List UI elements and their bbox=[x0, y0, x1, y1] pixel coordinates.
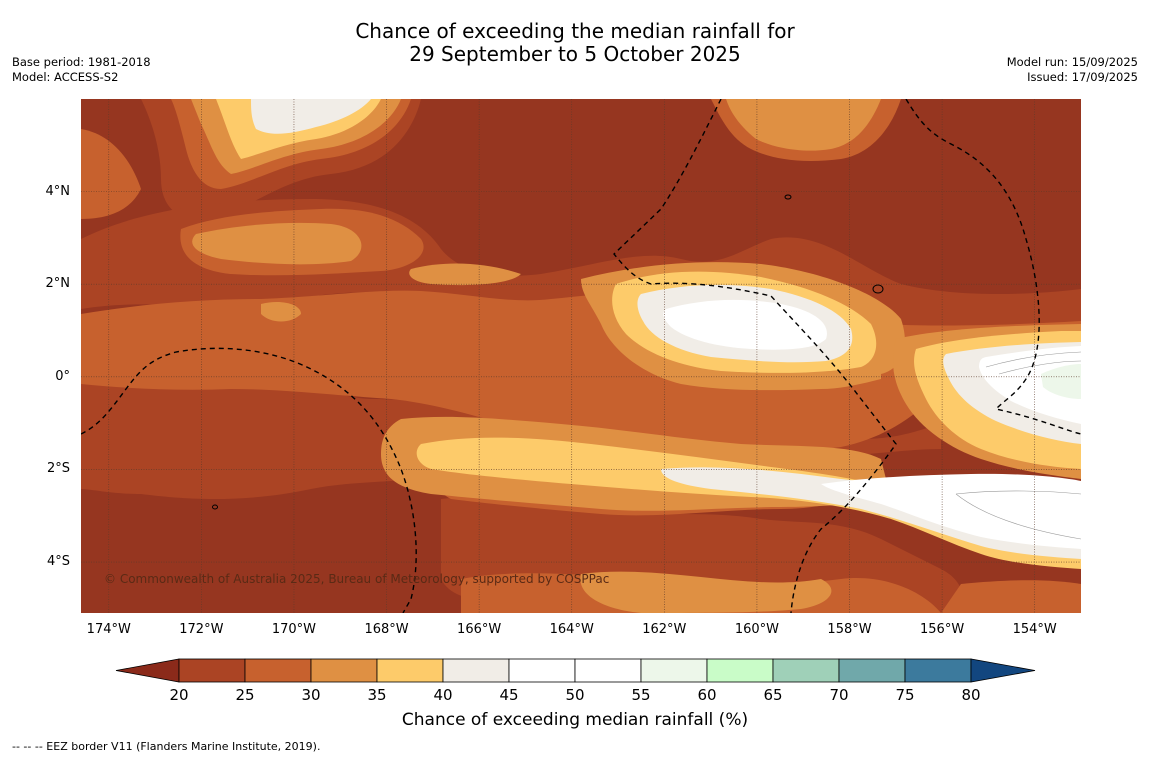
island-outlines bbox=[212, 194, 884, 510]
colorbar-swatch bbox=[310, 658, 378, 683]
model-text: Model: ACCESS-S2 bbox=[12, 70, 119, 84]
longitude-label: 154°W bbox=[1012, 622, 1057, 637]
longitude-label: 160°W bbox=[734, 622, 779, 637]
title-line-1: Chance of exceeding the median rainfall … bbox=[355, 19, 795, 43]
model-run-text: Model run: 15/09/2025 bbox=[1006, 55, 1138, 69]
base-period-text: Base period: 1981-2018 bbox=[12, 55, 151, 69]
longitude-label: 174°W bbox=[86, 622, 131, 637]
contour-lines bbox=[955, 351, 1081, 540]
colorbar-swatch bbox=[178, 658, 246, 683]
colorbar-tick-label: 60 bbox=[697, 686, 716, 704]
colorbar-tick-label: 35 bbox=[367, 686, 386, 704]
latitude-label: 0° bbox=[55, 368, 70, 384]
colorbar-swatch bbox=[706, 658, 774, 683]
longitude-label: 166°W bbox=[457, 622, 502, 637]
colorbar-tick-label: 70 bbox=[829, 686, 848, 704]
colorbar-tick-label: 45 bbox=[499, 686, 518, 704]
band-55-60 bbox=[1041, 364, 1081, 399]
meta-right: Model run: 15/09/2025 Issued: 17/09/2025 bbox=[1007, 55, 1138, 85]
latitude-label: 2°S bbox=[46, 461, 70, 477]
longitude-label: 168°W bbox=[364, 622, 409, 637]
colorbar-swatch bbox=[442, 658, 510, 683]
colorbar-tick-label: 20 bbox=[169, 686, 188, 704]
longitude-label: 164°W bbox=[549, 622, 594, 637]
latitude-label: 4°S bbox=[46, 554, 70, 570]
colorbar-swatch bbox=[508, 658, 576, 683]
map-title: Chance of exceeding the median rainfall … bbox=[0, 20, 1150, 66]
colorbar-swatch bbox=[904, 658, 972, 683]
colorbar-swatch bbox=[838, 658, 906, 683]
eez-borders bbox=[81, 99, 1081, 613]
eez-footer-note: -- -- -- EEZ border V11 (Flanders Marine… bbox=[12, 740, 321, 753]
colorbar-swatch bbox=[574, 658, 642, 683]
colorbar-tick-label: 80 bbox=[961, 686, 980, 704]
longitude-label: 172°W bbox=[179, 622, 224, 637]
colorbar-over-arrow bbox=[970, 658, 1036, 683]
colorbar-swatches bbox=[115, 658, 1036, 683]
title-line-2: 29 September to 5 October 2025 bbox=[409, 42, 741, 66]
longitude-label: 162°W bbox=[642, 622, 687, 637]
longitude-label: 156°W bbox=[920, 622, 965, 637]
colorbar-under-arrow bbox=[115, 658, 180, 683]
copyright-text: © Commonwealth of Australia 2025, Bureau… bbox=[104, 572, 609, 586]
latitude-label: 4°N bbox=[45, 183, 71, 199]
colorbar-tick-label: 50 bbox=[565, 686, 584, 704]
colorbar-tick-label: 30 bbox=[301, 686, 320, 704]
colorbar: 20 25 30 35 40 45 50 55 60 65 70 75 80 bbox=[115, 658, 1036, 704]
latitude-label: 2°N bbox=[45, 276, 71, 292]
colorbar-tick-label: 65 bbox=[763, 686, 782, 704]
colorbar-tick-label: 25 bbox=[235, 686, 254, 704]
colorbar-swatch bbox=[244, 658, 312, 683]
colorbar-tick-label: 40 bbox=[433, 686, 452, 704]
colorbar-swatch bbox=[376, 658, 444, 683]
graticule bbox=[81, 99, 1081, 613]
longitude-label: 170°W bbox=[271, 622, 317, 637]
rainfall-map: © Commonwealth of Australia 2025, Bureau… bbox=[81, 99, 1081, 613]
colorbar-label: Chance of exceeding median rainfall (%) bbox=[401, 710, 749, 730]
colorbar-tick-label: 75 bbox=[895, 686, 914, 704]
colorbar-ticks: 20 25 30 35 40 45 50 55 60 65 70 75 80 bbox=[169, 686, 980, 704]
colorbar-tick-label: 55 bbox=[631, 686, 650, 704]
issued-text: Issued: 17/09/2025 bbox=[1027, 70, 1138, 84]
longitude-label: 158°W bbox=[827, 622, 872, 637]
meta-left: Base period: 1981-2018 Model: ACCESS-S2 bbox=[12, 55, 151, 85]
colorbar-swatch bbox=[640, 658, 708, 683]
colorbar-swatch bbox=[772, 658, 840, 683]
